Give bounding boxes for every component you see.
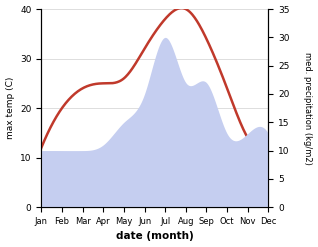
Y-axis label: max temp (C): max temp (C) [5,77,15,139]
X-axis label: date (month): date (month) [116,231,194,242]
Y-axis label: med. precipitation (kg/m2): med. precipitation (kg/m2) [303,52,313,165]
